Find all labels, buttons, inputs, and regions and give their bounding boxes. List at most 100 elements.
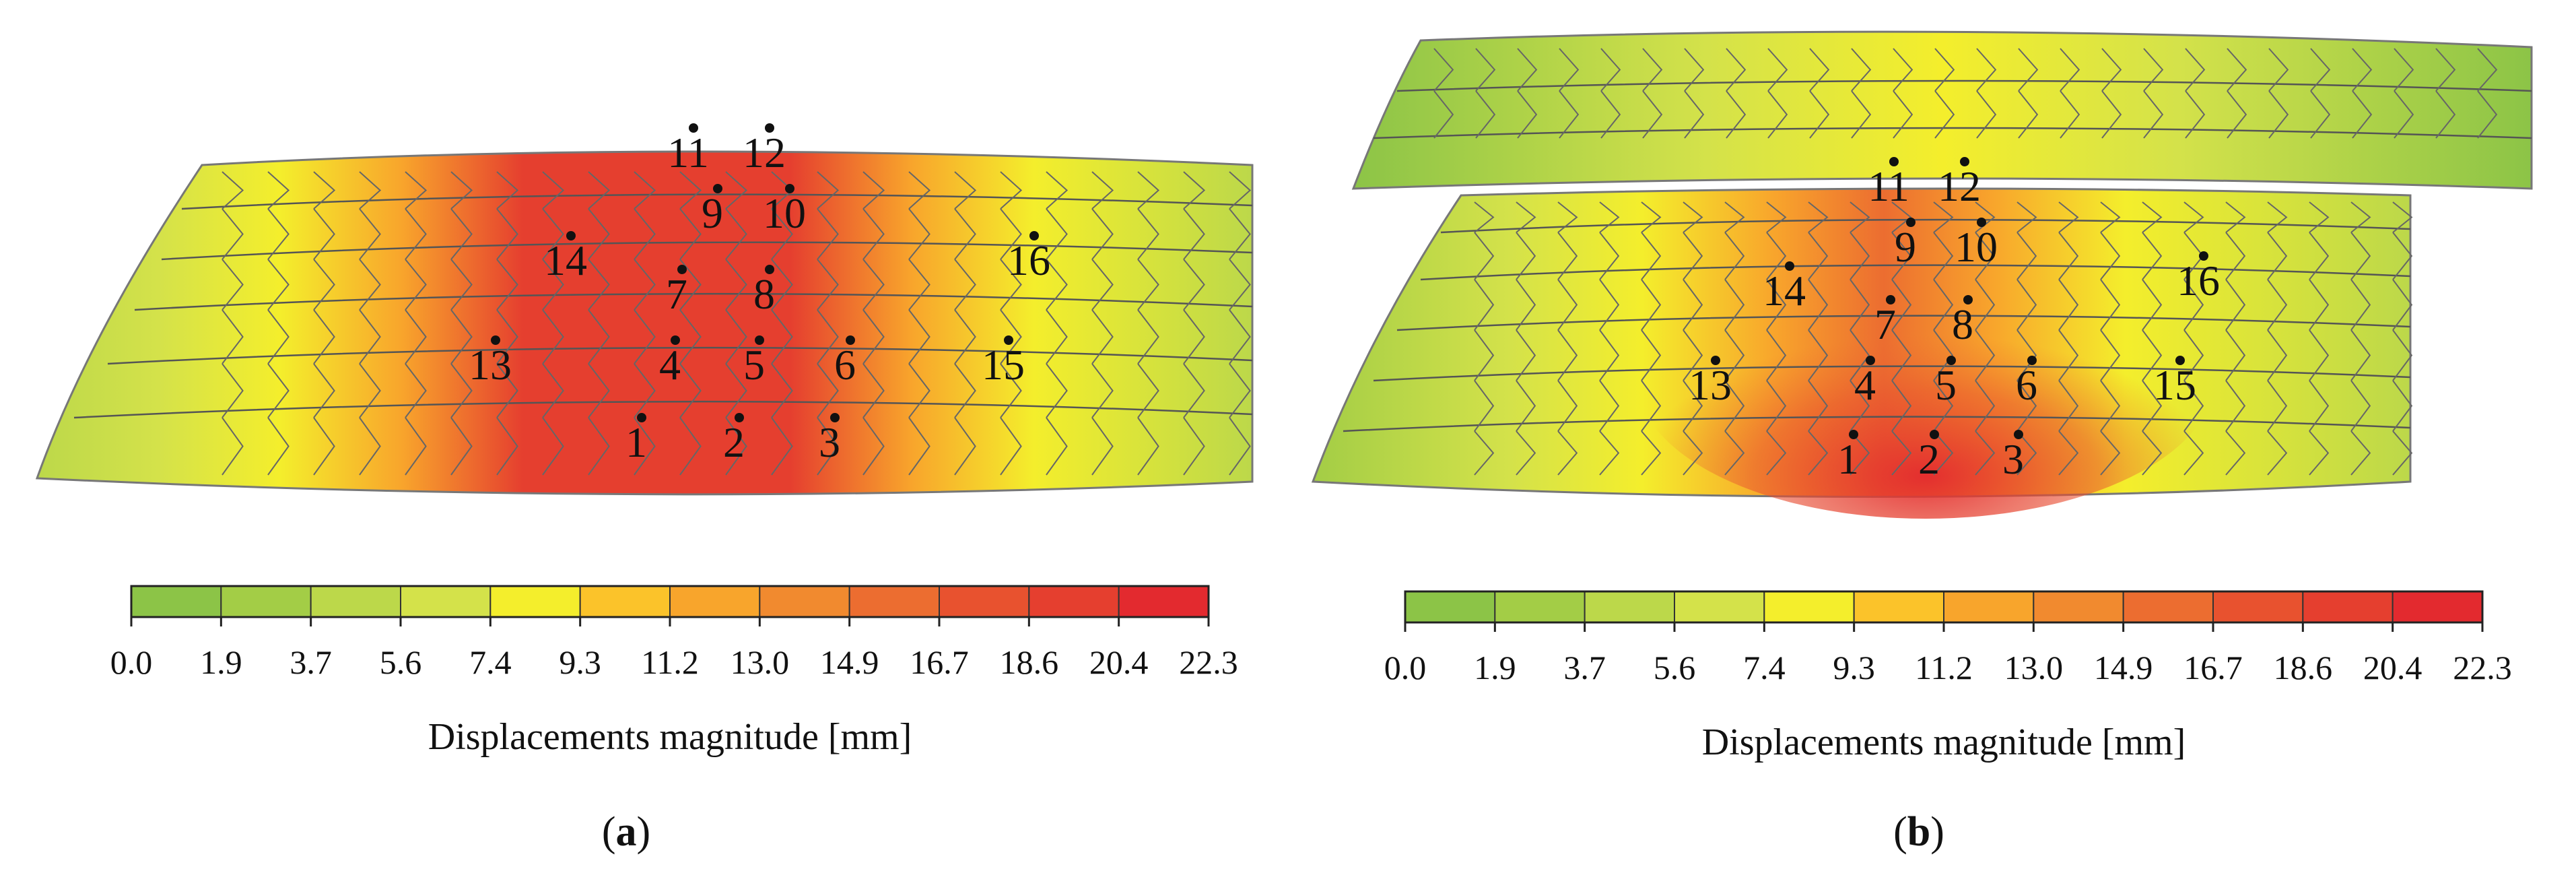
mesh-chevron [1516,329,1536,381]
mesh-chevron [222,171,244,209]
mesh-chevron [725,417,747,476]
mesh-chevron [2225,201,2246,233]
mesh-chevron [2058,380,2079,432]
mesh-chevron [1642,48,1663,92]
mesh-chevron [1934,90,1955,139]
mesh-chevron [2267,329,2288,381]
measurement-point-dot [1004,335,1013,345]
colorbar-tick-label: 13.0 [2004,649,2064,686]
mesh-chevron [1766,232,1787,280]
mesh-chevron [2267,430,2288,476]
measurement-point-label: 9 [1895,223,1916,271]
measurement-point-dot [566,231,576,240]
mesh-chevron [771,417,793,476]
colorbar-tick-label: 13.0 [731,643,790,681]
mesh-chevron [1683,380,1703,432]
mesh-chevron [542,208,564,260]
colorbar-segment [2122,591,2214,623]
mesh-chevron [2350,201,2371,233]
mesh-chevron [725,363,747,418]
mesh-chevron [908,208,930,260]
mesh-chevron [1641,430,1662,476]
colorbar-tick-label: 1.9 [200,643,242,681]
mesh-chevron [2016,380,2037,432]
colorbar-tick-label: 5.6 [1654,649,1696,686]
mesh-chevron [1808,279,1829,331]
mesh-chevron [496,259,518,311]
mesh-chevron [2267,201,2288,233]
measurement-point-label: 6 [834,341,856,389]
measurement-point-dot [1849,430,1858,439]
mesh-chevron [1891,329,1912,381]
measurement-point-label: 13 [1689,361,1732,409]
mesh-chevron [2100,430,2121,476]
mesh-chevron [725,309,747,364]
colorbar-segment [2302,591,2394,623]
mesh-chevron [2435,90,2456,139]
mesh-chevron [2225,232,2246,280]
mesh-chevron [1891,232,1912,280]
mesh-chevron [679,417,702,476]
mesh-chevron [862,309,885,364]
mesh-chevron [542,259,564,311]
mesh-chevron [2268,48,2289,92]
colorbar-segment [1763,591,1855,623]
mesh-chevron [634,171,656,209]
mesh-chevron [2018,48,2039,92]
mesh-chevron [1975,232,1996,280]
colorbar-title: Displacements magnitude [mm] [428,716,912,758]
mesh-chevron [1516,232,1536,280]
mesh-chevron [771,309,793,364]
mesh-chevron [817,309,839,364]
mesh-chevron [1934,48,1955,92]
colorbar-tick-label: 16.7 [2183,649,2243,686]
mesh-chevron [725,208,747,260]
mesh-chevron [1724,201,1745,233]
mesh-chevron [2435,48,2456,92]
mesh-chevrons-a [222,171,1252,476]
mesh-chevron [2350,380,2371,432]
mesh-chevron [634,309,656,364]
measurement-point-label: 10 [1955,223,1998,271]
mesh-chevron [2060,48,2080,92]
mesh-chevron [2225,329,2246,381]
colorbar-tick-label: 20.4 [2363,649,2422,686]
mesh-chevron [2183,380,2204,432]
mesh-chevron [2101,90,2122,139]
measurement-point-label: 11 [1868,162,1909,210]
mesh-chevron [1137,417,1159,476]
measurement-point-dot [785,184,794,193]
mesh-chevron [2183,201,2204,233]
mesh-chevron [1641,201,1662,233]
mesh-chevron [2101,48,2122,92]
measurement-point-dot [846,335,855,345]
measurement-point-label: 4 [659,341,681,389]
mesh-chevron [1767,90,1788,139]
mesh-chevron [2143,48,2164,92]
mesh-chevron [222,363,244,418]
mesh-chevron [1183,363,1205,418]
mesh-chevron [1599,329,1620,381]
mesh-chevron [267,171,290,209]
mesh-chevron [1933,329,1954,381]
mesh-chevron [1975,201,1996,233]
mesh-chevron [1091,417,1114,476]
colorbar-tick-label: 3.7 [290,643,332,681]
mesh-chevron [2309,329,2330,381]
colorbar-segment [489,585,581,618]
measurement-point-dot [637,413,646,422]
mesh-chevron [725,171,748,209]
colorbar-segment [131,585,222,618]
colorbar-tick-label: 16.7 [910,643,969,681]
mesh-chevron [1474,329,1495,381]
mesh-chevron [2267,232,2288,280]
mesh-chevron [1559,48,1580,92]
colorbar-tick-label: 22.3 [1179,643,1238,681]
mesh-chevron [1557,232,1578,280]
measurement-point-label: 1 [1837,435,1859,483]
mesh-chevron [1808,380,1829,432]
mesh-chevron [405,363,427,418]
mesh-chevron [2016,430,2037,476]
measurement-point-dot [765,123,774,133]
mesh-chevron [2225,380,2246,432]
